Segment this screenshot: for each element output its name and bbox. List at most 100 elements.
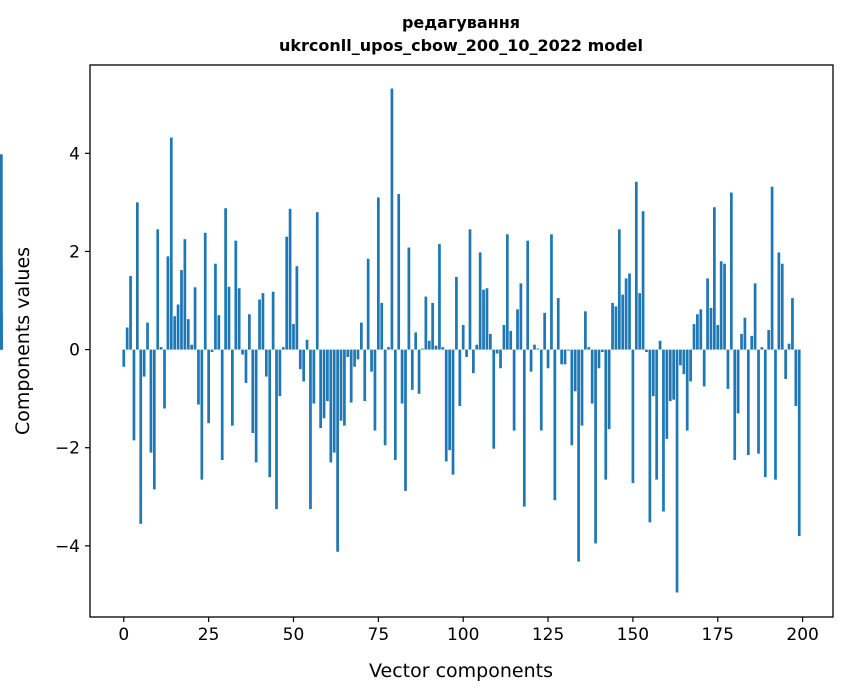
bar (567, 349, 570, 351)
bar (363, 349, 367, 402)
bar (746, 349, 750, 456)
bar (791, 298, 794, 350)
bar (614, 306, 618, 350)
bar (682, 349, 686, 375)
bar (288, 208, 292, 350)
bar (237, 288, 241, 350)
bar (312, 349, 316, 404)
bar (298, 349, 302, 370)
bar (146, 322, 149, 350)
y-tick-label: 0 (69, 341, 80, 361)
bar (275, 349, 278, 510)
bar (410, 349, 414, 390)
bar (472, 349, 475, 374)
bar (763, 349, 767, 478)
bar (176, 304, 180, 350)
bar (251, 349, 255, 433)
bar (733, 349, 737, 460)
bar (641, 211, 645, 350)
plot-frame (89, 64, 834, 618)
bar (590, 349, 594, 404)
bar (475, 344, 479, 350)
bar (777, 252, 781, 350)
bar (346, 349, 350, 357)
bar (628, 273, 631, 350)
bar (594, 349, 597, 544)
x-tick-label: 175 (702, 625, 734, 645)
bar (214, 263, 217, 350)
bar (339, 349, 343, 421)
bar (689, 349, 692, 382)
bar (675, 349, 679, 593)
y-tick-label: 2 (69, 242, 80, 262)
bar (438, 244, 441, 350)
bar (723, 263, 726, 350)
bar (563, 349, 567, 365)
bar (315, 212, 319, 350)
bar (543, 312, 547, 350)
bar (492, 349, 496, 449)
x-axis-ticks: 0 25 50 75 100 125 150 175 200 (118, 617, 819, 645)
bar (349, 349, 353, 403)
bar (387, 347, 390, 350)
bar (495, 349, 499, 354)
x-tick-label: 125 (532, 625, 564, 645)
bar (655, 349, 659, 480)
bar (458, 349, 462, 407)
bar (797, 349, 801, 537)
bar (611, 302, 614, 350)
bar (166, 256, 170, 350)
bar (173, 316, 177, 350)
bar (631, 349, 635, 484)
bar (292, 324, 295, 350)
bar (156, 229, 160, 350)
bar (550, 234, 553, 350)
bar (329, 349, 333, 463)
bar (217, 315, 221, 350)
x-tick-label: 100 (447, 625, 479, 645)
bar (743, 317, 747, 350)
bar (499, 349, 502, 369)
bar (190, 344, 194, 350)
bar (343, 349, 346, 426)
bar (142, 349, 146, 377)
bar (125, 327, 129, 350)
bars-group (0, 88, 801, 593)
bar (424, 296, 428, 350)
bar (180, 270, 183, 350)
x-tick-label: 50 (283, 625, 305, 645)
bar (580, 349, 584, 426)
x-tick-label: 75 (368, 625, 390, 645)
bar (696, 314, 699, 350)
bar (397, 194, 401, 350)
bar (726, 349, 730, 389)
bar (546, 349, 550, 369)
bar (699, 309, 703, 350)
bar (360, 322, 363, 350)
chart-subtitle: ukrconll_upos_cbow_200_10_2022 model (279, 36, 643, 55)
bar (604, 349, 608, 480)
bar (668, 349, 672, 402)
bar (336, 349, 339, 552)
bar (573, 349, 577, 392)
bar (736, 349, 740, 414)
bar (750, 335, 754, 350)
bar (244, 349, 248, 383)
bar (302, 349, 306, 382)
bar (536, 348, 540, 350)
bar (0, 154, 3, 350)
bar (512, 349, 516, 431)
bar (621, 294, 625, 350)
bar (709, 307, 713, 350)
bar (241, 349, 244, 355)
bar (516, 309, 519, 350)
y-tick-label: −2 (55, 439, 80, 459)
bar (254, 349, 258, 463)
bar (760, 347, 764, 350)
bar (794, 349, 798, 407)
bar (648, 349, 652, 523)
bar (152, 349, 156, 490)
bar (719, 261, 723, 350)
bar (713, 207, 716, 350)
